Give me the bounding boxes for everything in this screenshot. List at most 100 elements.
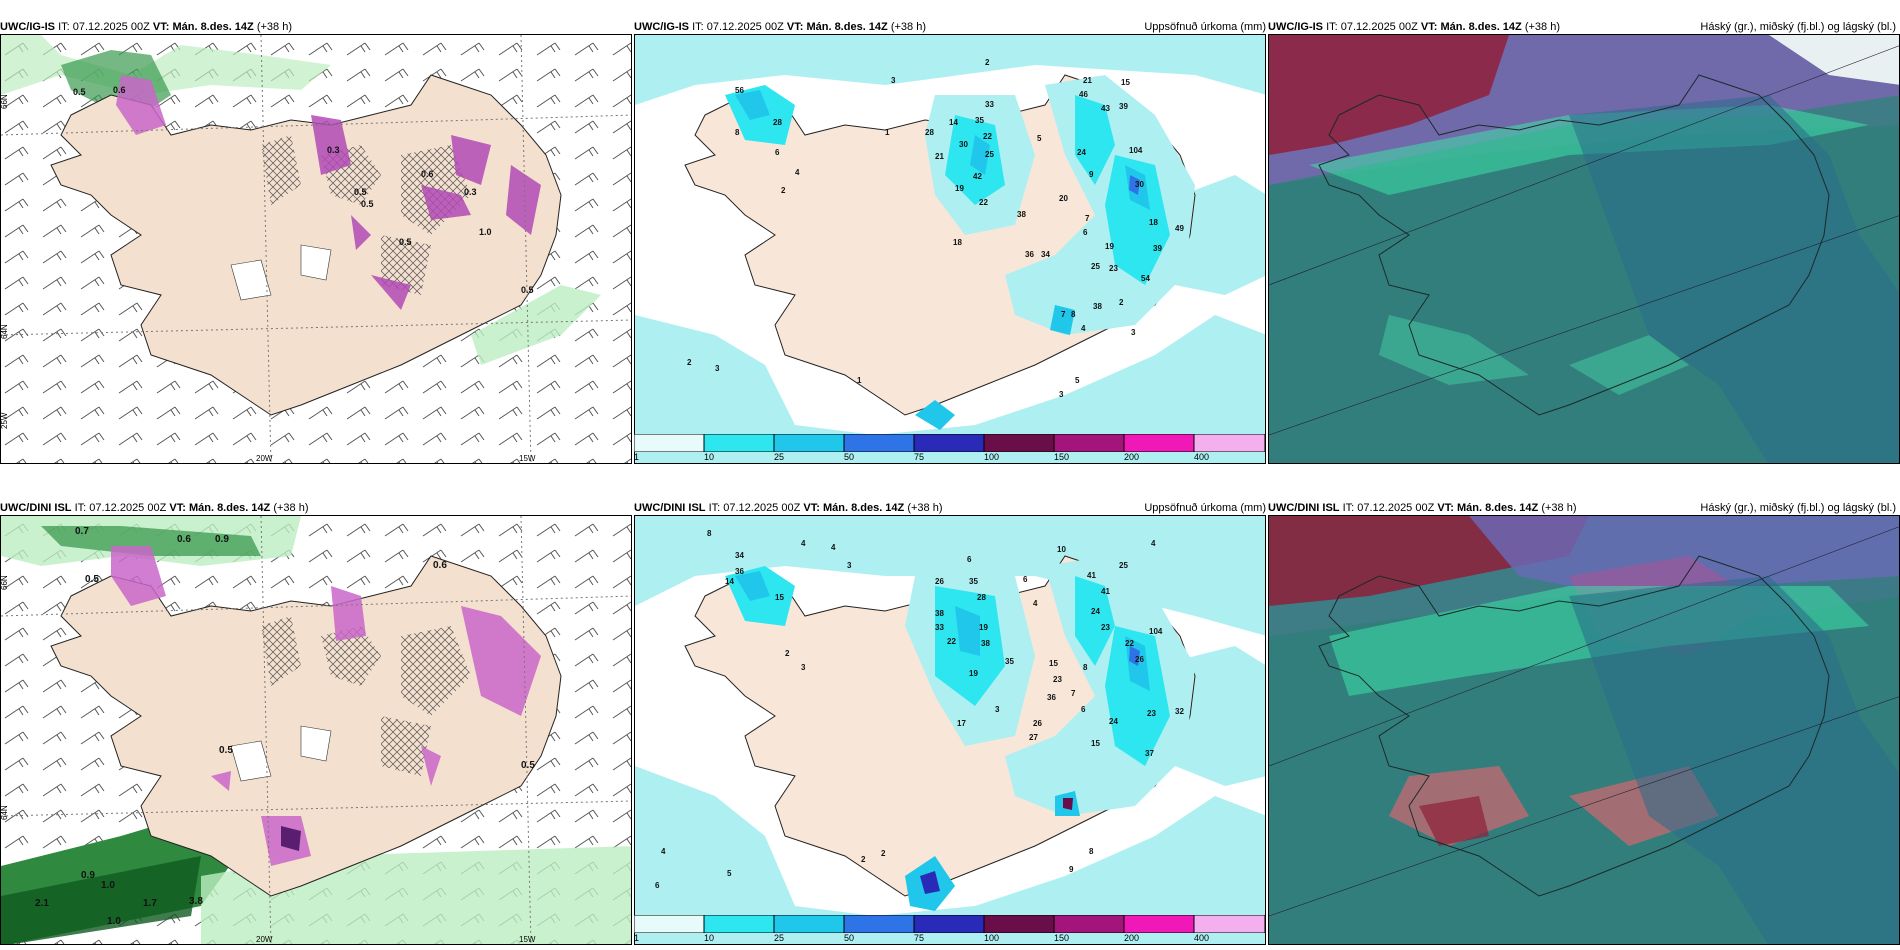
longitude-line	[520, 35, 532, 463]
colorbar-tick: 75	[914, 933, 925, 943]
precip-label: 5	[727, 869, 732, 878]
colorbar-tick: 25	[774, 452, 785, 462]
header-row1-cloud: UWC/IG-IS IT: 07.12.2025 00Z VT: Mán. 8.…	[1268, 18, 1900, 36]
snow-label: 0.5	[73, 87, 86, 97]
precip-label: 19	[955, 184, 964, 193]
snow-label: 1.0	[107, 916, 121, 927]
precip-label: 35	[969, 577, 978, 586]
precip-label: 36	[1025, 250, 1034, 259]
snow-label: 3.8	[189, 896, 203, 907]
precip-label: 37	[1145, 749, 1154, 758]
high-cloud-area	[1269, 35, 1509, 155]
precip-label: 4	[801, 539, 806, 548]
colorbar-tick: 200	[1124, 452, 1140, 462]
precip-label: 42	[973, 172, 982, 181]
init-label: IT:	[708, 502, 721, 514]
precip-map: 8 4 4 3 6 10 4 34 36 15 14 2 3 26 35 28 …	[635, 516, 1265, 944]
lon-label: 15W	[519, 454, 536, 463]
precip-label: 14	[725, 577, 734, 586]
snow-accumulation	[281, 826, 301, 851]
precip-label: 38	[1093, 302, 1102, 311]
precip-label: 1	[885, 128, 890, 137]
precip-area-25	[735, 90, 770, 120]
snow-label: 0.9	[81, 870, 95, 881]
snow-label: 0.6	[421, 169, 434, 179]
precip-map: 2 3 56 28 8 6 4 2 3 1 2 21 46 15 43 39 1…	[635, 35, 1265, 463]
precip-label: 3	[891, 76, 896, 85]
snow-label: 0.6	[433, 560, 447, 571]
snow-label: 0.5	[85, 574, 99, 585]
precip-label: 14	[949, 118, 958, 127]
precip-colorbar-row2: 1 10 25 50 75 100 150 200 400	[634, 915, 1266, 945]
lead-time: (+38 h)	[890, 21, 926, 33]
precip-label: 17	[957, 719, 966, 728]
lead-time: (+38 h)	[1524, 21, 1560, 33]
precip-area-50	[1129, 175, 1140, 195]
precip-label: 21	[935, 152, 944, 161]
precip-label: 41	[1101, 587, 1110, 596]
precip-label: 39	[1119, 102, 1128, 111]
precip-value-labels: 8 4 4 3 6 10 4 34 36 15 14 2 3 26 35 28 …	[655, 529, 1184, 890]
precip-label: 21	[1083, 76, 1092, 85]
colorbar-swatches	[634, 915, 1266, 933]
precip-label: 27	[1029, 733, 1038, 742]
precip-label: 6	[655, 881, 660, 890]
precip-label: 33	[985, 100, 994, 109]
precip-label: 15	[1049, 659, 1058, 668]
model-name: UWC/DINI ISL	[634, 502, 706, 514]
precip-label: 9	[1089, 170, 1094, 179]
valid-label: VT:	[169, 502, 186, 514]
precip-label: 3	[715, 364, 720, 373]
precip-label: 7	[1085, 214, 1090, 223]
precip-area-25	[915, 305, 1075, 430]
precip-label: 25	[1119, 561, 1128, 570]
init-label: IT:	[692, 21, 704, 33]
valid-time: Mán. 8.des. 14Z	[172, 21, 254, 33]
snow-value-labels: 0.7 0.6 0.9 0.5 0.6 0.5 2.1 1.0 0.9 3.8 …	[35, 526, 535, 927]
cloud-title: Háský (gr.), miðský (fj.bl.) og lágský (…	[1700, 21, 1896, 33]
lead-time: (+38 h)	[256, 21, 292, 33]
valid-label: VT:	[152, 21, 170, 33]
precip-label: 24	[1077, 148, 1086, 157]
init-time: 07.12.2025 00Z	[1340, 21, 1418, 33]
lead-time: (+38 h)	[273, 502, 309, 514]
precip-label: 18	[1149, 218, 1158, 227]
precip-label: 22	[979, 198, 988, 207]
init-time: 07.12.2025 00Z	[723, 502, 801, 514]
map-panel-snow-row1: 66N 64N 25W 20W 15W 0.5 0.6 0.3 0.5 0.6 …	[0, 34, 632, 464]
precip-label: 28	[773, 118, 782, 127]
precip-label: 6	[1023, 575, 1028, 584]
model-name: UWC/IG-IS	[0, 21, 55, 33]
colorbar-tick: 400	[1194, 933, 1210, 943]
colorbar-tick: 10	[704, 452, 715, 462]
cloud-map	[1269, 35, 1899, 463]
precip-label: 23	[1101, 623, 1110, 632]
precip-label: 3	[1059, 390, 1064, 399]
precip-label: 6	[1081, 705, 1086, 714]
precip-label: 35	[975, 116, 984, 125]
snow-label: 2.1	[35, 898, 49, 909]
precip-label: 35	[1005, 657, 1014, 666]
precip-area-low	[635, 315, 1265, 463]
precip-label: 23	[1109, 264, 1118, 273]
mid-cloud-area	[1569, 95, 1899, 463]
header-row1-precip: UWC/IG-IS IT: 07.12.2025 00Z VT: Mán. 8.…	[634, 18, 1266, 36]
map-panel-cloud-row1	[1268, 34, 1900, 464]
snow-label: 0.5	[521, 285, 534, 295]
precip-label: 24	[1109, 717, 1118, 726]
precip-label: 15	[775, 593, 784, 602]
precip-label: 25	[1091, 262, 1100, 271]
snow-label: 0.6	[113, 85, 126, 95]
iceland-outline	[1318, 555, 1830, 897]
valid-time: Mán. 8.des. 14Z	[188, 502, 271, 514]
precip-label: 49	[1175, 224, 1184, 233]
snow-label: 0.5	[361, 199, 374, 209]
colorbar-swatches	[634, 434, 1266, 452]
precip-label: 22	[983, 132, 992, 141]
init-label: IT:	[74, 502, 87, 514]
snow-area	[41, 526, 261, 556]
precip-label: 5	[1075, 376, 1080, 385]
precip-label: 36	[735, 567, 744, 576]
valid-time: Mán. 8.des. 14Z	[1456, 502, 1539, 514]
lat-label: 66N	[1, 94, 9, 109]
